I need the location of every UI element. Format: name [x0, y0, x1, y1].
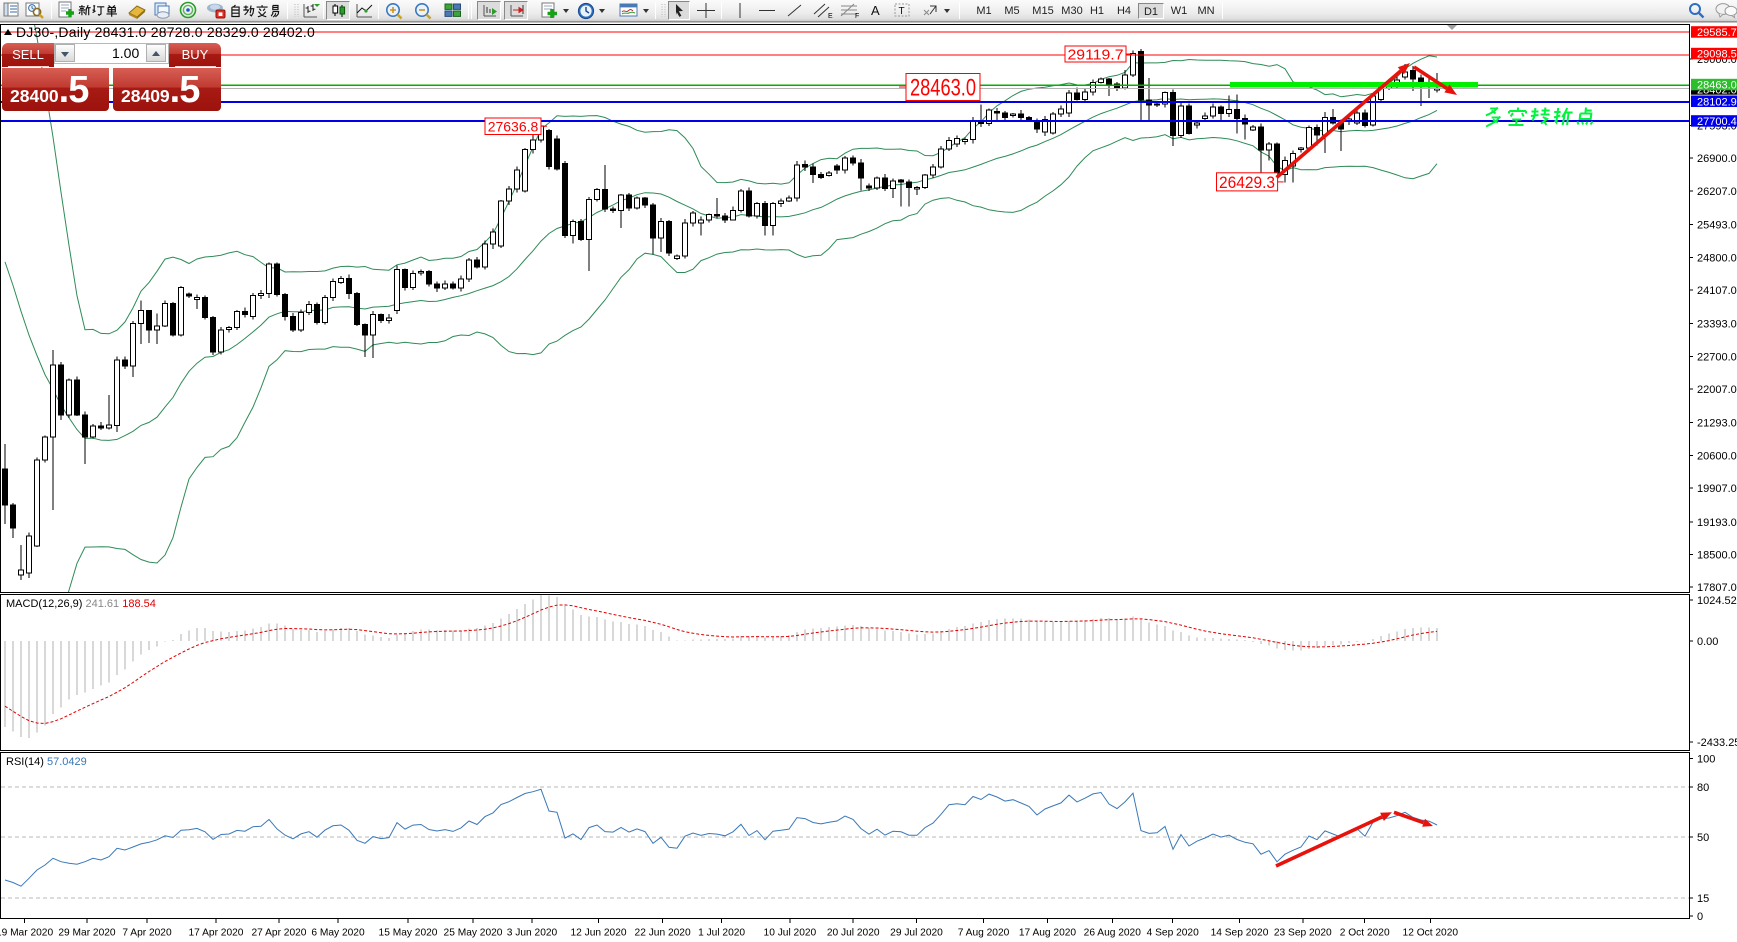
- svg-text:29 Jul 2020: 29 Jul 2020: [890, 928, 943, 939]
- svg-text:T: T: [899, 6, 905, 17]
- svg-text:29585.7: 29585.7: [1697, 27, 1737, 39]
- svg-text:4 Sep 2020: 4 Sep 2020: [1147, 928, 1199, 939]
- svg-text:15 May 2020: 15 May 2020: [379, 928, 438, 939]
- svg-text:21293.0: 21293.0: [1697, 418, 1737, 430]
- svg-text:23 Sep 2020: 23 Sep 2020: [1274, 928, 1332, 939]
- svg-text:1 Jul 2020: 1 Jul 2020: [698, 928, 745, 939]
- svg-text:10 Jul 2020: 10 Jul 2020: [764, 928, 817, 939]
- svg-text:26 Aug 2020: 26 Aug 2020: [1084, 928, 1142, 939]
- svg-text:A: A: [871, 3, 880, 18]
- svg-text:29000.0: 29000.0: [1697, 54, 1737, 66]
- svg-text:24800.0: 24800.0: [1697, 252, 1737, 264]
- svg-text:E: E: [828, 13, 833, 20]
- svg-text:23393.0: 23393.0: [1697, 319, 1737, 331]
- svg-text:28102.9: 28102.9: [1697, 96, 1737, 108]
- svg-text:12 Jun 2020: 12 Jun 2020: [570, 928, 626, 939]
- svg-text:19907.0: 19907.0: [1697, 483, 1737, 495]
- svg-text:0: 0: [1697, 911, 1703, 923]
- svg-text:MACD(12,26,9) 241.61 188.54: MACD(12,26,9) 241.61 188.54: [6, 598, 156, 610]
- svg-text:12 Oct 2020: 12 Oct 2020: [1403, 928, 1459, 939]
- svg-text:28463.0: 28463.0: [910, 75, 976, 102]
- svg-text:26429.3: 26429.3: [1219, 173, 1275, 192]
- svg-text:7 Apr 2020: 7 Apr 2020: [122, 928, 172, 939]
- svg-text:22700.0: 22700.0: [1697, 351, 1737, 363]
- svg-text:17 Aug 2020: 17 Aug 2020: [1019, 928, 1077, 939]
- svg-text:27 Apr 2020: 27 Apr 2020: [252, 928, 307, 939]
- svg-text:27700.4: 27700.4: [1697, 116, 1737, 128]
- svg-text:RSI(14) 57.0429: RSI(14) 57.0429: [6, 756, 87, 768]
- svg-text:29119.7: 29119.7: [1068, 46, 1124, 63]
- svg-text:22007.0: 22007.0: [1697, 384, 1737, 396]
- svg-text:26900.0: 26900.0: [1697, 153, 1737, 165]
- svg-text:14 Sep 2020: 14 Sep 2020: [1211, 928, 1269, 939]
- svg-text:80: 80: [1697, 782, 1709, 794]
- svg-text:18500.0: 18500.0: [1697, 550, 1737, 562]
- svg-text:29 Mar 2020: 29 Mar 2020: [58, 928, 116, 939]
- svg-text:3 Jun 2020: 3 Jun 2020: [507, 928, 558, 939]
- svg-text:0.00: 0.00: [1697, 636, 1718, 648]
- svg-text:100: 100: [1697, 753, 1715, 765]
- svg-text:F: F: [855, 13, 859, 20]
- svg-text:20 Jul 2020: 20 Jul 2020: [827, 928, 880, 939]
- svg-text:17 Apr 2020: 17 Apr 2020: [189, 928, 244, 939]
- svg-text:19 Mar 2020: 19 Mar 2020: [0, 928, 53, 939]
- svg-text:15: 15: [1697, 893, 1709, 905]
- svg-text:28463.0: 28463.0: [1697, 80, 1737, 92]
- svg-text:19193.0: 19193.0: [1697, 517, 1737, 529]
- svg-text:50: 50: [1697, 832, 1709, 844]
- svg-text:27636.8: 27636.8: [488, 118, 539, 134]
- svg-text:7 Aug 2020: 7 Aug 2020: [958, 928, 1010, 939]
- svg-text:2 Oct 2020: 2 Oct 2020: [1340, 928, 1390, 939]
- svg-text:29098.5: 29098.5: [1697, 49, 1737, 61]
- svg-text:26207.0: 26207.0: [1697, 186, 1737, 198]
- svg-text:DJ30-,Daily 28431.0 28728.0 2: DJ30-,Daily 28431.0 28728.0 28329.0 2840…: [16, 24, 315, 40]
- svg-text:20600.0: 20600.0: [1697, 450, 1737, 462]
- svg-text:25493.0: 25493.0: [1697, 220, 1737, 232]
- svg-text:22 Jun 2020: 22 Jun 2020: [635, 928, 691, 939]
- svg-text:25 May 2020: 25 May 2020: [444, 928, 503, 939]
- svg-text:1024.52: 1024.52: [1697, 595, 1737, 607]
- svg-text:-2433.25: -2433.25: [1697, 737, 1737, 749]
- svg-text:6 May 2020: 6 May 2020: [311, 928, 365, 939]
- svg-text:24107.0: 24107.0: [1697, 285, 1737, 297]
- svg-text:17807.0: 17807.0: [1697, 582, 1737, 594]
